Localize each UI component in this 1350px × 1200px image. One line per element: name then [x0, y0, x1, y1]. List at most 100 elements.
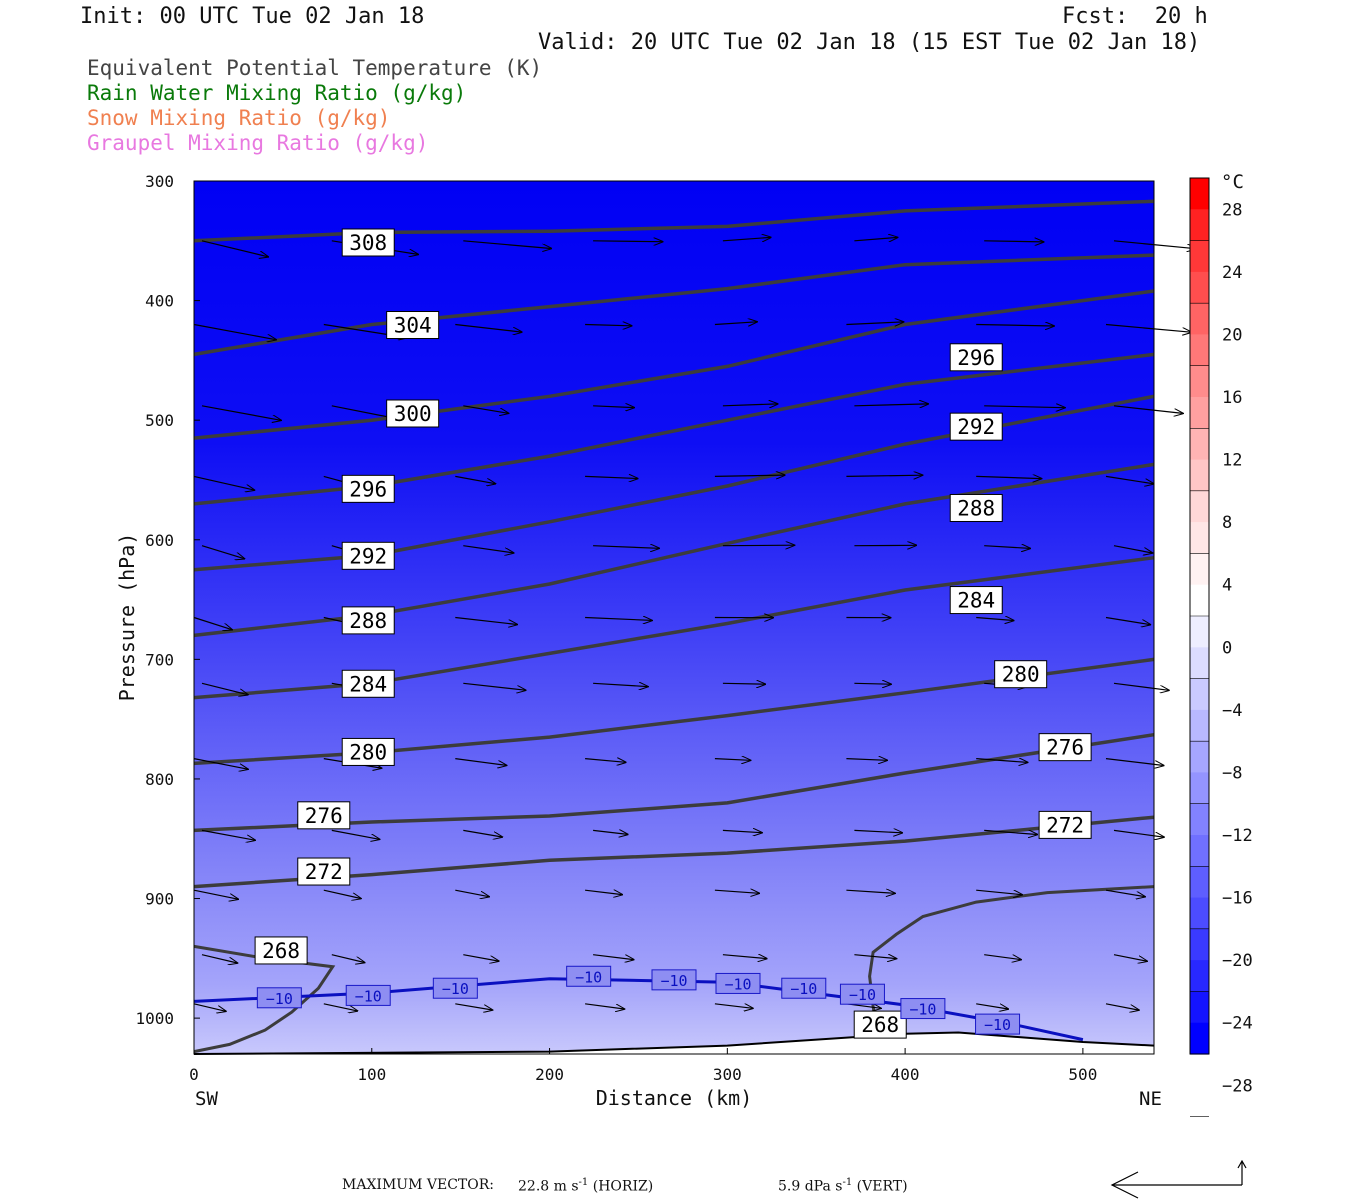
colorbar-label: 16 — [1222, 388, 1242, 408]
wind-vector — [193, 323, 276, 340]
y-axis-label: Pressure (hPa) — [115, 533, 139, 702]
wind-vector — [1113, 405, 1183, 414]
legend-theta-e: Equivalent Potential Temperature (K) — [87, 56, 543, 80]
temp-label-text: −10 — [984, 1016, 1011, 1034]
colorbar-label: 0 — [1222, 638, 1232, 658]
colorbar-swatch — [1190, 271, 1209, 304]
wind-vector — [593, 241, 662, 242]
wind-vector — [193, 616, 232, 630]
wind-vector — [463, 545, 513, 553]
temp-label-text: −10 — [909, 1001, 936, 1019]
contour-label-text: 276 — [305, 804, 343, 828]
wind-vector — [585, 759, 626, 763]
contour-label: 284 — [341, 669, 395, 698]
temp-label: −10 — [256, 987, 302, 1009]
temp-label: −10 — [975, 1013, 1021, 1035]
colorbar-swatch — [1190, 960, 1209, 992]
contour-label: 276 — [1038, 733, 1092, 762]
wind-vector — [976, 476, 1041, 478]
x-tick-label: 300 — [713, 1065, 742, 1084]
wind-vector — [585, 1003, 624, 1009]
wind-vector — [201, 954, 237, 963]
legend-graupel: Graupel Mixing Ratio (g/kg) — [87, 131, 429, 155]
colorbar-swatch — [1190, 334, 1209, 367]
colorbar-swatch — [1190, 678, 1209, 711]
colorbar-swatch — [1190, 553, 1209, 586]
contour-label-text: 268 — [861, 1013, 899, 1037]
plot-frame — [193, 180, 1155, 1055]
colorbar-swatch — [1190, 397, 1209, 429]
contour-label-text: 292 — [349, 544, 387, 568]
contour-label: 304 — [386, 311, 440, 340]
wind-vector — [714, 475, 785, 476]
colorbar-swatch — [1190, 772, 1209, 805]
contour-label-text: 288 — [349, 609, 387, 633]
colorbar-swatch — [1190, 584, 1209, 617]
colorbar-label: −16 — [1222, 889, 1253, 909]
x-tick-label: 100 — [357, 1065, 386, 1084]
wind-vector — [722, 237, 771, 240]
colorbar-swatch — [1190, 928, 1209, 961]
colorbar-swatch — [1190, 741, 1209, 773]
temp-label: −10 — [715, 972, 761, 994]
wind-vector — [976, 889, 1022, 895]
contour-label: 288 — [341, 606, 395, 635]
colorbar-label: −12 — [1222, 826, 1253, 846]
x-end-left: SW — [195, 1088, 218, 1110]
wind-vector — [846, 759, 887, 761]
reference-vector-icon — [1110, 1160, 1247, 1199]
wind-vector — [854, 830, 902, 832]
contour-label-text: 296 — [349, 477, 387, 501]
wind-vector — [455, 758, 506, 766]
contour-label-text: 284 — [349, 672, 387, 696]
x-end-right: NE — [1139, 1088, 1162, 1110]
colorbar-label: 8 — [1222, 513, 1232, 533]
wind-vector — [976, 1003, 1008, 1009]
contour-label: 268 — [853, 1010, 907, 1039]
wind-vector — [455, 475, 495, 483]
wind-vector — [722, 683, 765, 684]
temp-label-text: −10 — [724, 975, 751, 993]
wind-vector — [854, 237, 897, 240]
temp-label: −10 — [651, 969, 697, 991]
wind-vector — [201, 682, 248, 694]
cross-section-chart: 3083043002962922882842802762722682682962… — [115, 171, 1253, 1117]
wind-vector — [1105, 1003, 1139, 1010]
colorbar-swatch — [1190, 178, 1209, 210]
wind-vector — [201, 545, 244, 559]
wind-vector — [455, 889, 489, 897]
contour-label: 268 — [254, 936, 308, 965]
temp-label-text: −10 — [849, 986, 876, 1004]
contour-label-text: 288 — [957, 496, 995, 520]
wind-vector — [1113, 954, 1147, 962]
colorbar-label: 28 — [1222, 200, 1242, 220]
contour-label-text: 272 — [305, 860, 343, 884]
colorbar-unit: °C — [1221, 171, 1244, 193]
wind-vector — [846, 322, 903, 325]
wind-vector — [722, 955, 767, 959]
wind-vector — [593, 683, 648, 686]
wind-vector — [1113, 240, 1196, 249]
y-tick-label: 900 — [145, 890, 174, 909]
wind-vector — [323, 889, 361, 898]
contour-label-text: 272 — [1046, 813, 1084, 837]
wind-vector — [1105, 889, 1145, 897]
colorbar-label: 4 — [1222, 576, 1232, 596]
init-time: Init: 00 UTC Tue 02 Jan 18 — [80, 4, 425, 29]
wind-vector — [193, 889, 238, 899]
contour-label: 300 — [386, 399, 440, 428]
theta-e-contour-304 — [193, 253, 1155, 357]
colorbar-label: −24 — [1222, 1014, 1253, 1034]
wind-vector — [976, 618, 1013, 621]
temp-label: −10 — [839, 983, 885, 1005]
colorbar-label: −4 — [1222, 701, 1242, 721]
contour-label: 308 — [341, 228, 395, 257]
temp-label: −10 — [781, 977, 827, 999]
temp-label: −10 — [566, 965, 612, 987]
colorbar-swatch — [1190, 365, 1209, 398]
contour-label: 280 — [994, 660, 1048, 689]
wind-vector — [593, 830, 628, 834]
wind-vector — [593, 546, 659, 549]
wind-vector — [463, 405, 508, 414]
contour-label-text: 304 — [394, 314, 432, 338]
